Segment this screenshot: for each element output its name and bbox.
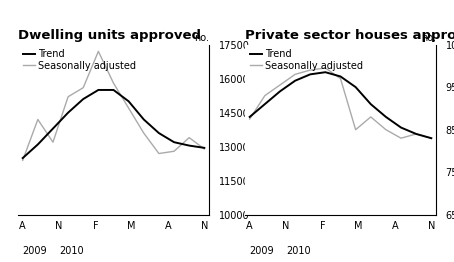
- Text: Dwelling units approved: Dwelling units approved: [18, 29, 201, 42]
- Text: 2010: 2010: [59, 246, 84, 256]
- Text: 2010: 2010: [286, 246, 311, 256]
- Text: 2009: 2009: [23, 246, 47, 256]
- Text: Private sector houses approved: Private sector houses approved: [245, 29, 454, 42]
- Text: no.: no.: [194, 33, 209, 43]
- Legend: Trend, Seasonally adjusted: Trend, Seasonally adjusted: [23, 50, 136, 71]
- Legend: Trend, Seasonally adjusted: Trend, Seasonally adjusted: [250, 50, 363, 71]
- Text: 2009: 2009: [250, 246, 274, 256]
- Text: no.: no.: [421, 33, 436, 43]
